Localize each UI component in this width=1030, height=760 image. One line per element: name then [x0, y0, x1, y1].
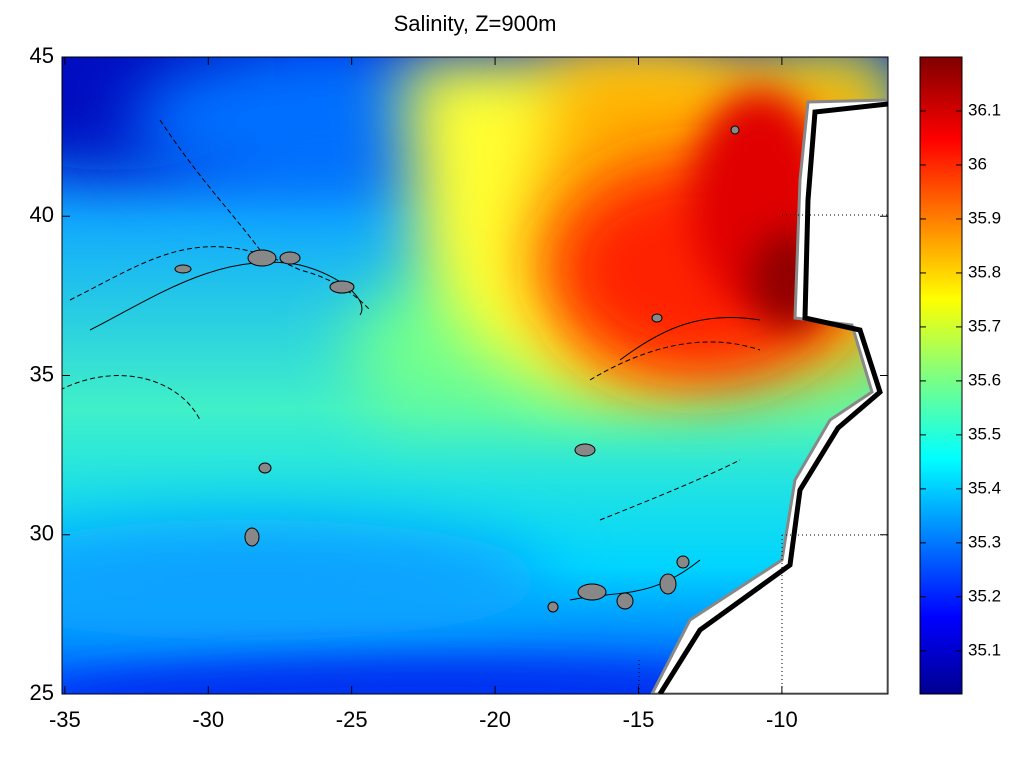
colorbar-tick-label: 35.2 [968, 586, 1001, 605]
x-tick-label: -25 [336, 707, 368, 732]
chart-title: Salinity, Z=900m [394, 11, 557, 36]
colorbar-tick-label: 36 [968, 154, 987, 173]
colorbar-tick-label: 35.5 [968, 424, 1001, 443]
x-tick-label: -30 [192, 707, 224, 732]
colorbar-tick-label: 36.1 [968, 100, 1001, 119]
colorbar-tick-label: 35.1 [968, 640, 1001, 659]
y-tick-label: 45 [30, 43, 54, 68]
y-tick-label: 25 [30, 680, 54, 705]
colorbar [919, 56, 963, 695]
colorbar-tick-label: 35.9 [968, 208, 1001, 227]
colorbar-tick-label: 35.7 [968, 316, 1001, 335]
y-tick-label: 35 [30, 361, 54, 386]
y-tick-label: 40 [30, 202, 54, 227]
x-tick-label: -35 [49, 707, 81, 732]
x-tick-label: -15 [623, 707, 655, 732]
colorbar-tick-label: 35.3 [968, 532, 1001, 551]
x-tick-label: -20 [479, 707, 511, 732]
colorbar-tick-label: 35.6 [968, 370, 1001, 389]
salinity-field [62, 57, 888, 694]
y-tick-label: 30 [30, 521, 54, 546]
colorbar-tick-label: 35.4 [968, 478, 1001, 497]
x-tick-label: -10 [766, 707, 798, 732]
colorbar-tick-label: 35.8 [968, 262, 1001, 281]
